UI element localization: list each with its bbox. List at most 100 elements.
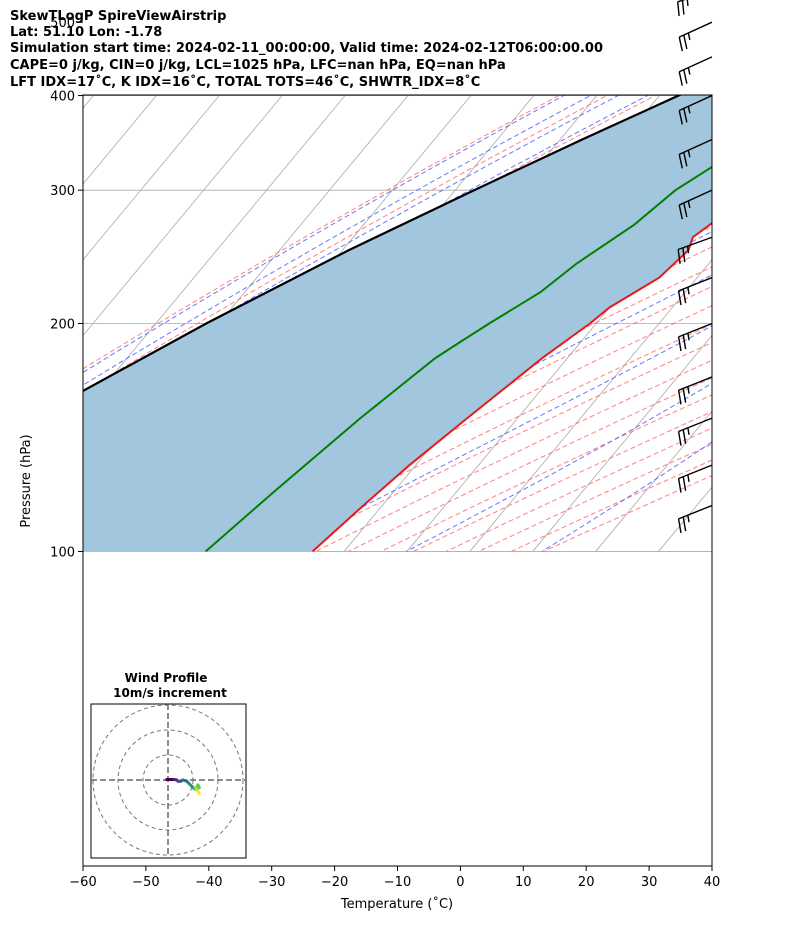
wind-barb	[677, 376, 713, 405]
barb-half-flag	[687, 474, 690, 482]
barb-half-flag	[687, 427, 690, 435]
barb-flag	[683, 202, 688, 218]
dewpoint-line	[205, 165, 712, 553]
barb-flag	[681, 0, 685, 15]
barb-half-flag	[687, 150, 691, 158]
barb-flag	[678, 204, 683, 220]
chart-title: SkewTLogP SpireViewAirstrip	[10, 9, 227, 24]
barb-half-flag	[687, 515, 690, 523]
y-tick-label: 200	[50, 318, 75, 333]
barb-shaft	[678, 504, 713, 520]
barb-half-flag	[687, 67, 691, 75]
temperature-line	[311, 221, 712, 553]
barb-half-flag	[687, 32, 691, 41]
barb-flag	[682, 429, 687, 444]
wind-barb	[678, 189, 713, 220]
time-line: Simulation start time: 2024-02-11_00:00:…	[10, 41, 603, 56]
isotherm-line	[721, 0, 794, 551]
barb-shaft	[678, 189, 713, 206]
x-tick-label: 10	[515, 875, 532, 890]
isotherm-line	[83, 95, 158, 185]
barb-flag	[683, 69, 688, 84]
barb-flag	[677, 431, 682, 446]
barb-flag	[683, 34, 688, 50]
wind-barb	[677, 276, 713, 306]
barb-shaft	[678, 376, 713, 391]
x-tick-label: −60	[69, 875, 96, 890]
hodograph-subtitle: 10m/s increment	[113, 686, 227, 700]
barb-half-flag	[686, 246, 690, 254]
barb-flag	[677, 390, 682, 405]
barb-half-flag	[687, 333, 690, 341]
index-line: LFT IDX=17˚C, K IDX=16˚C, TOTAL TOTS=46˚…	[10, 75, 481, 90]
barb-flag	[678, 154, 683, 169]
barb-half-flag	[686, 0, 689, 6]
isotherm-line	[532, 334, 712, 552]
x-tick-label: 20	[578, 875, 595, 890]
wind-barb	[678, 138, 713, 169]
barb-flag	[677, 518, 682, 534]
wind-barb	[677, 322, 713, 352]
barb-shaft	[678, 276, 713, 292]
cin-shading	[83, 95, 712, 552]
barb-shaft	[678, 138, 713, 156]
x-tick-label: −10	[384, 875, 411, 890]
barb-flag	[682, 288, 687, 304]
isotherm-line	[658, 486, 712, 552]
barb-flag	[677, 478, 682, 493]
x-tick-label: 30	[641, 875, 658, 890]
x-axis-label: Temperature (˚C)	[340, 896, 453, 912]
y-tick-label: 100	[50, 545, 75, 560]
isotherm-line	[469, 259, 712, 552]
wind-barb	[677, 504, 713, 534]
isotherm-line	[83, 95, 284, 337]
barb-flag	[682, 334, 687, 350]
isotherm-line	[406, 183, 712, 552]
x-tick-label: 40	[704, 875, 721, 890]
barb-half-flag	[687, 106, 691, 114]
x-tick-label: −30	[258, 875, 285, 890]
barb-flag	[678, 36, 683, 52]
barb-shaft	[678, 56, 713, 73]
wind-barb	[677, 0, 689, 17]
barb-flag	[678, 71, 683, 86]
wind-barb	[677, 464, 713, 493]
hodograph-segment	[196, 789, 201, 796]
barb-flag	[682, 388, 687, 403]
y-tick-label: 400	[50, 90, 75, 105]
wind-barb	[677, 417, 713, 446]
barb-half-flag	[687, 200, 691, 209]
y-tick-label: 300	[50, 184, 75, 199]
barb-half-flag	[687, 386, 690, 394]
barb-shaft	[677, 236, 713, 251]
barb-flag	[682, 247, 686, 263]
dry-adiabat	[83, 95, 610, 393]
barb-flag	[677, 290, 682, 306]
y-axis-label: Pressure (hPa)	[19, 434, 34, 527]
isotherm-line	[83, 95, 221, 261]
barb-shaft	[678, 21, 713, 38]
barb-flag	[677, 1, 680, 17]
barb-flag	[682, 516, 687, 532]
barb-shaft	[678, 417, 713, 433]
wind-barb	[678, 56, 713, 86]
moist-adiabat	[83, 95, 566, 373]
y-tick-label: 500	[50, 16, 75, 31]
barb-flag	[683, 152, 688, 167]
barb-flag	[677, 249, 681, 264]
barb-flag	[677, 336, 682, 352]
moist-adiabat	[83, 95, 593, 386]
parcel-profile-line	[83, 95, 683, 393]
cape-line: CAPE=0 j/kg, CIN=0 j/kg, LCL=1025 hPa, L…	[10, 58, 506, 73]
x-tick-label: −40	[195, 875, 222, 890]
isotherm-line	[784, 0, 794, 551]
barb-shaft	[678, 94, 713, 112]
location-line: Lat: 51.10 Lon: -1.78	[10, 25, 163, 40]
wind-barb	[677, 236, 713, 264]
x-tick-label: 0	[456, 875, 464, 890]
barb-shaft	[678, 322, 713, 338]
barb-flag	[682, 476, 687, 491]
barb-flag	[678, 110, 683, 125]
barb-shaft	[678, 464, 713, 480]
